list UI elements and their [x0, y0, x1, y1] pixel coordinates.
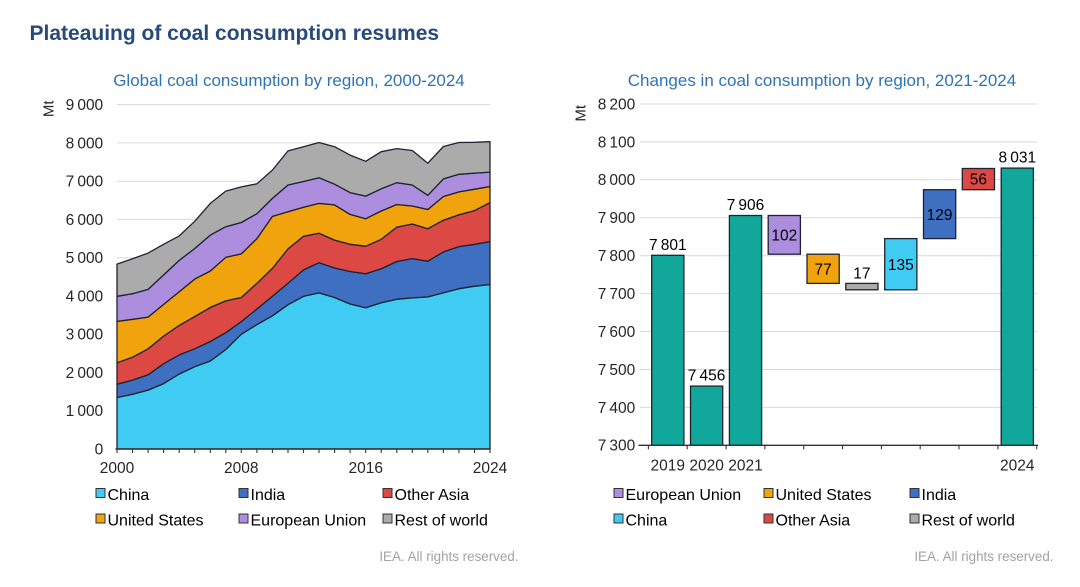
svg-text:0: 0	[95, 441, 104, 458]
svg-text:United States: United States	[108, 513, 204, 530]
svg-text:8 100: 8 100	[598, 134, 636, 151]
svg-text:2021: 2021	[728, 457, 762, 474]
svg-text:2008: 2008	[224, 460, 258, 477]
svg-text:102: 102	[771, 227, 797, 244]
svg-text:European Union: European Union	[626, 487, 742, 504]
svg-text:56: 56	[970, 172, 987, 189]
svg-text:8 200: 8 200	[598, 96, 636, 113]
svg-text:7 900: 7 900	[598, 210, 636, 227]
svg-text:IEA. All rights reserved.: IEA. All rights reserved.	[914, 549, 1053, 564]
svg-text:Plateauing of coal consumption: Plateauing of coal consumption resumes	[30, 22, 440, 45]
svg-text:2019: 2019	[651, 457, 685, 474]
svg-text:China: China	[108, 487, 150, 504]
svg-text:7 801: 7 801	[649, 237, 687, 254]
svg-text:1 000: 1 000	[66, 403, 104, 420]
svg-text:Mt: Mt	[572, 104, 589, 121]
svg-text:3 000: 3 000	[66, 327, 104, 344]
svg-text:2000: 2000	[100, 460, 135, 477]
svg-text:IEA. All rights reserved.: IEA. All rights reserved.	[379, 549, 518, 564]
svg-text:India: India	[251, 487, 286, 504]
svg-text:7 800: 7 800	[598, 248, 636, 265]
svg-text:7 000: 7 000	[66, 174, 104, 191]
svg-text:77: 77	[814, 261, 831, 278]
svg-text:2024: 2024	[473, 460, 508, 477]
svg-text:India: India	[922, 487, 957, 504]
svg-text:7 456: 7 456	[688, 368, 726, 385]
svg-text:Other Asia: Other Asia	[395, 487, 470, 504]
svg-text:2 000: 2 000	[66, 365, 104, 382]
svg-text:7 400: 7 400	[598, 400, 636, 417]
svg-text:Changes in coal consumption by: Changes in coal consumption by region, 2…	[628, 71, 1016, 90]
svg-text:6 000: 6 000	[66, 212, 104, 229]
svg-text:7 500: 7 500	[598, 362, 636, 379]
svg-text:2020: 2020	[689, 457, 724, 474]
svg-text:129: 129	[927, 207, 953, 224]
svg-text:7 906: 7 906	[727, 197, 765, 214]
svg-text:Mt: Mt	[41, 100, 58, 117]
svg-text:7 700: 7 700	[598, 286, 636, 303]
svg-text:135: 135	[888, 257, 914, 274]
svg-text:Rest of world: Rest of world	[922, 513, 1015, 530]
svg-text:4 000: 4 000	[66, 288, 104, 305]
svg-text:8 031: 8 031	[999, 150, 1037, 167]
svg-text:United States: United States	[776, 487, 872, 504]
svg-text:Rest of world: Rest of world	[395, 513, 488, 530]
svg-text:2024: 2024	[1000, 457, 1035, 474]
svg-text:2016: 2016	[348, 460, 382, 477]
svg-text:European Union: European Union	[251, 513, 367, 530]
svg-text:9 000: 9 000	[66, 97, 104, 114]
svg-text:17: 17	[853, 265, 870, 282]
svg-text:8 000: 8 000	[598, 172, 636, 189]
svg-text:Other Asia: Other Asia	[776, 513, 851, 530]
svg-text:7 300: 7 300	[598, 438, 636, 455]
svg-text:Global coal consumption by reg: Global coal consumption by region, 2000-…	[113, 71, 465, 90]
svg-text:7 600: 7 600	[598, 324, 636, 341]
svg-text:China: China	[626, 513, 668, 530]
svg-text:8 000: 8 000	[66, 135, 104, 152]
svg-text:5 000: 5 000	[66, 250, 104, 267]
